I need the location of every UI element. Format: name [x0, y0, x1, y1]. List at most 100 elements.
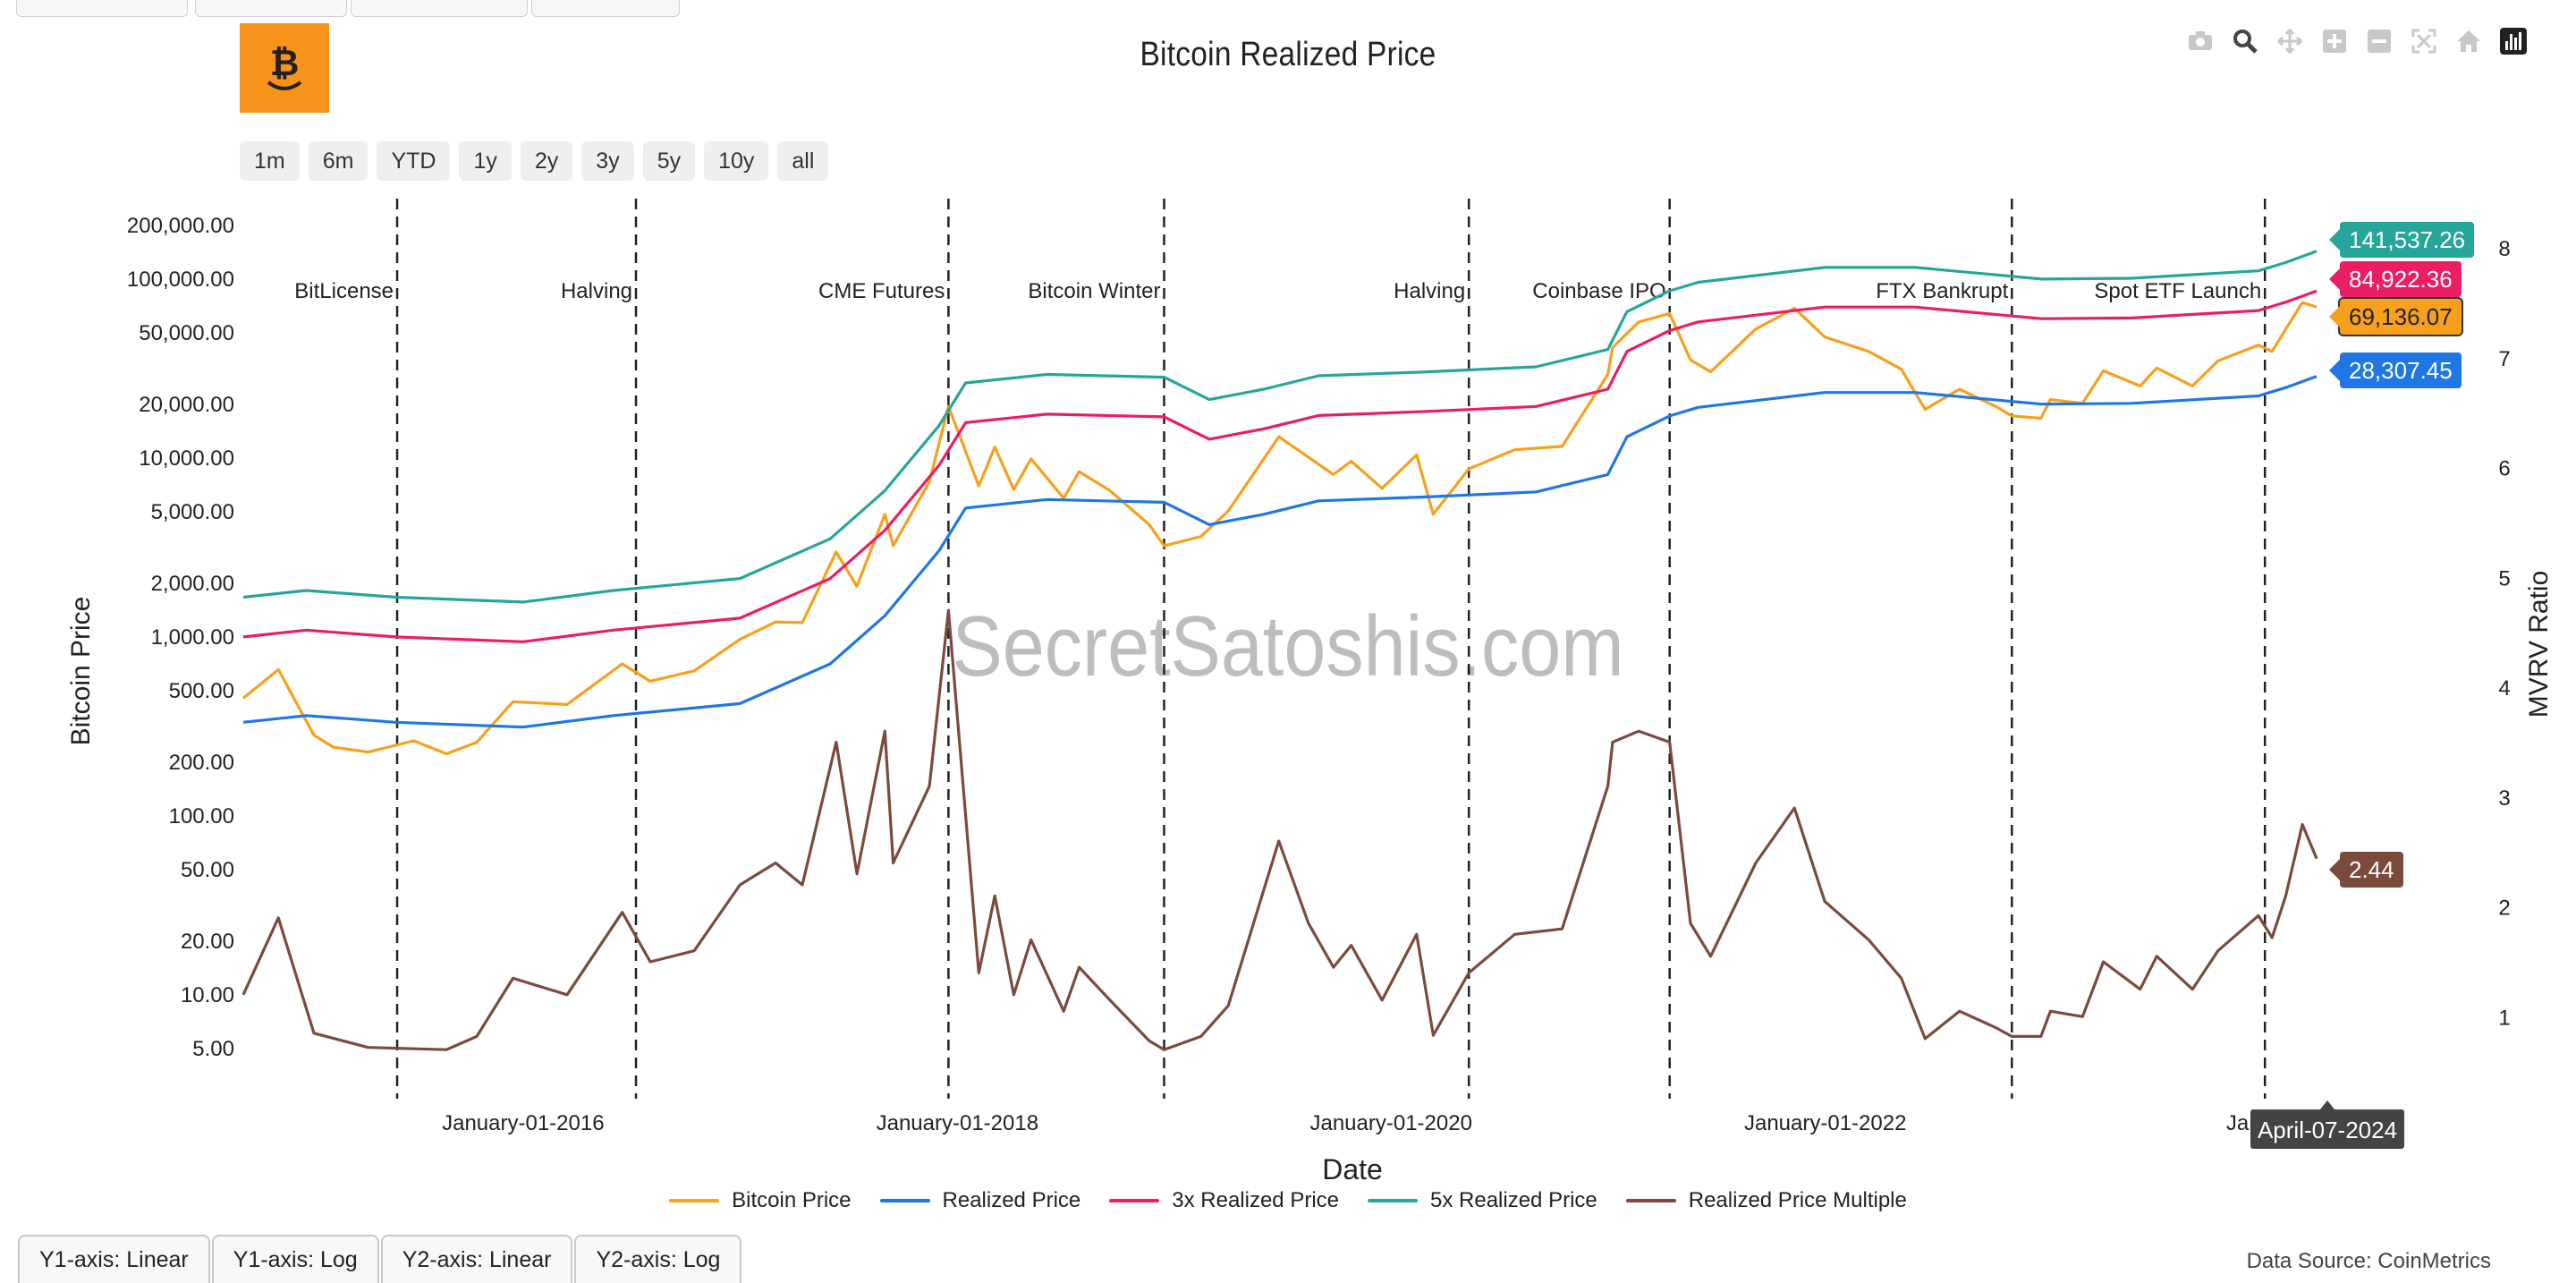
x-tick-label: January-01-2022: [1744, 1111, 1906, 1135]
top-tab[interactable]: [531, 0, 680, 17]
y-tick-label: 200,000.00: [127, 214, 234, 238]
y1-log-button[interactable]: Y1-axis: Log: [211, 1235, 379, 1283]
pan-icon[interactable]: [2274, 25, 2306, 57]
range-button-6m[interactable]: 6m: [308, 141, 369, 181]
y-tick-label: 10,000.00: [139, 446, 234, 471]
y-tick-label: 2,000.00: [151, 572, 234, 596]
watermark: SecretSatoshis.com: [952, 599, 1624, 694]
y2-tick-label: 3: [2498, 786, 2510, 811]
range-button-1m[interactable]: 1m: [240, 141, 300, 181]
y-tick-label: 20,000.00: [139, 393, 234, 417]
y-tick-label: 5.00: [192, 1037, 234, 1061]
svg-text:₿: ₿: [270, 43, 300, 84]
series-line-price[interactable]: [242, 301, 2318, 756]
series-line-multiple[interactable]: [242, 608, 2318, 1051]
event-label: Spot ETF Launch: [2094, 279, 2261, 303]
range-button-ytd[interactable]: YTD: [377, 141, 451, 181]
y-axis-ticks: 5.00 10.00 20.00 50.00 100.00 200.00 500.00 1,0…: [127, 214, 234, 1061]
y-tick-label: 5,000.00: [151, 500, 234, 524]
chart-title: Bitcoin Realized Price: [1140, 36, 1436, 73]
legend-item-5x-realized-price[interactable]: 5x Realized Price: [1368, 1188, 1597, 1213]
legend-item-bitcoin-price[interactable]: Bitcoin Price: [669, 1188, 852, 1213]
series-line-fivex[interactable]: [242, 250, 2318, 604]
logo-icon: ₿: [267, 43, 302, 90]
x-axis-label: Date: [1322, 1153, 1383, 1185]
event-label: Halving: [1394, 279, 1465, 303]
series-lines: [242, 250, 2318, 1051]
y-tick-label: 200.00: [169, 751, 234, 775]
event-label: BitLicense: [294, 279, 394, 303]
y2-tick-label: 5: [2498, 566, 2510, 591]
top-tab[interactable]: [16, 0, 188, 17]
y-axis-label: Bitcoin Price: [66, 597, 96, 746]
y2-axis-ticks: 1 2 3 4 5 6 7 8: [2498, 237, 2510, 1030]
y-tick-label: 1,000.00: [151, 625, 234, 650]
event-label: CME Futures: [818, 279, 945, 303]
tag-realized-price: 28,307.45: [2329, 353, 2462, 388]
legend-item-3x-realized-price[interactable]: 3x Realized Price: [1109, 1188, 1339, 1213]
legend-label: 5x Realized Price: [1430, 1188, 1597, 1212]
legend: Bitcoin Price Realized Price 3x Realized…: [0, 1188, 2576, 1213]
y2-tick-label: 2: [2498, 896, 2510, 921]
bar-chart-icon[interactable]: [2497, 25, 2529, 57]
autoscale-icon[interactable]: [2408, 25, 2440, 57]
y2-axis-label: MVRV Ratio: [2524, 571, 2554, 718]
legend-item-realized-price[interactable]: Realized Price: [879, 1188, 1081, 1213]
top-tab[interactable]: [351, 0, 528, 17]
range-button-2y[interactable]: 2y: [520, 141, 573, 181]
range-button-1y[interactable]: 1y: [459, 141, 512, 181]
range-selector: 1m 6m YTD 1y 2y 3y 5y 10y all: [240, 141, 829, 181]
x-tick-label: January-01-2020: [1309, 1111, 1471, 1135]
range-button-10y[interactable]: 10y: [704, 141, 769, 181]
y1-linear-button[interactable]: Y1-axis: Linear: [18, 1235, 210, 1283]
legend-item-realized-price-multiple[interactable]: Realized Price Multiple: [1625, 1188, 1907, 1213]
zoom-in-icon[interactable]: [2318, 25, 2351, 57]
home-icon[interactable]: [2453, 25, 2485, 57]
hover-date-tooltip: April-07-2024: [2250, 1100, 2404, 1149]
data-source: Data Source: CoinMetrics: [2246, 1249, 2491, 1273]
bitcoin-smiley-logo: ₿: [240, 23, 329, 113]
legend-label: Realized Price Multiple: [1688, 1188, 1907, 1212]
event-markers: BitLicense Halving CME Futures Bitcoin Wint…: [294, 199, 2267, 1099]
tag-5x-realized-price: 141,537.26: [2328, 222, 2475, 258]
top-tab[interactable]: [195, 0, 347, 17]
y-tick-label: 100,000.00: [127, 268, 234, 292]
axis-scale-buttons: Y1-axis: Linear Y1-axis: Log Y2-axis: Li…: [18, 1235, 743, 1283]
event-label: FTX Bankrupt: [1876, 279, 2008, 303]
camera-icon[interactable]: [2184, 25, 2216, 57]
legend-swatch: [1109, 1199, 1160, 1202]
range-button-5y[interactable]: 5y: [642, 141, 696, 181]
hover-date: April-07-2024: [2258, 1117, 2397, 1143]
y2-tick-label: 1: [2498, 1006, 2510, 1030]
y2-tick-label: 7: [2498, 347, 2510, 371]
range-button-3y[interactable]: 3y: [581, 141, 634, 181]
y2-tick-label: 8: [2498, 237, 2510, 261]
legend-label: Bitcoin Price: [732, 1188, 852, 1212]
legend-swatch: [669, 1199, 720, 1202]
legend-swatch: [1625, 1199, 1676, 1202]
tag-3x-realized-price: 84,922.36: [2329, 261, 2462, 297]
zoom-out-icon[interactable]: [2363, 25, 2395, 57]
y-tick-label: 50.00: [181, 858, 234, 882]
legend-label: 3x Realized Price: [1172, 1188, 1339, 1212]
event-label: Coinbase IPO: [1532, 279, 1665, 303]
y2-log-button[interactable]: Y2-axis: Log: [574, 1235, 742, 1283]
event-label: Bitcoin Winter: [1028, 279, 1160, 303]
event-label: Halving: [561, 279, 632, 303]
x-tick-label: January-01-2018: [877, 1111, 1038, 1135]
range-button-all[interactable]: all: [777, 141, 829, 181]
tag-bitcoin-price: 69,136.07: [2329, 297, 2463, 336]
y-tick-label: 10.00: [181, 983, 234, 1007]
series-line-threex[interactable]: [242, 289, 2318, 643]
y-tick-label: 50,000.00: [139, 321, 234, 345]
tag-realized-price-multiple: 2.44: [2329, 852, 2403, 888]
legend-label: Realized Price: [942, 1188, 1081, 1212]
y2-linear-button[interactable]: Y2-axis: Linear: [380, 1235, 573, 1283]
zoom-icon[interactable]: [2229, 25, 2261, 57]
legend-swatch: [879, 1199, 930, 1202]
series-line-realized[interactable]: [242, 375, 2318, 729]
legend-swatch: [1368, 1199, 1418, 1202]
y-tick-label: 20.00: [181, 930, 234, 954]
y-tick-label: 500.00: [169, 679, 234, 703]
